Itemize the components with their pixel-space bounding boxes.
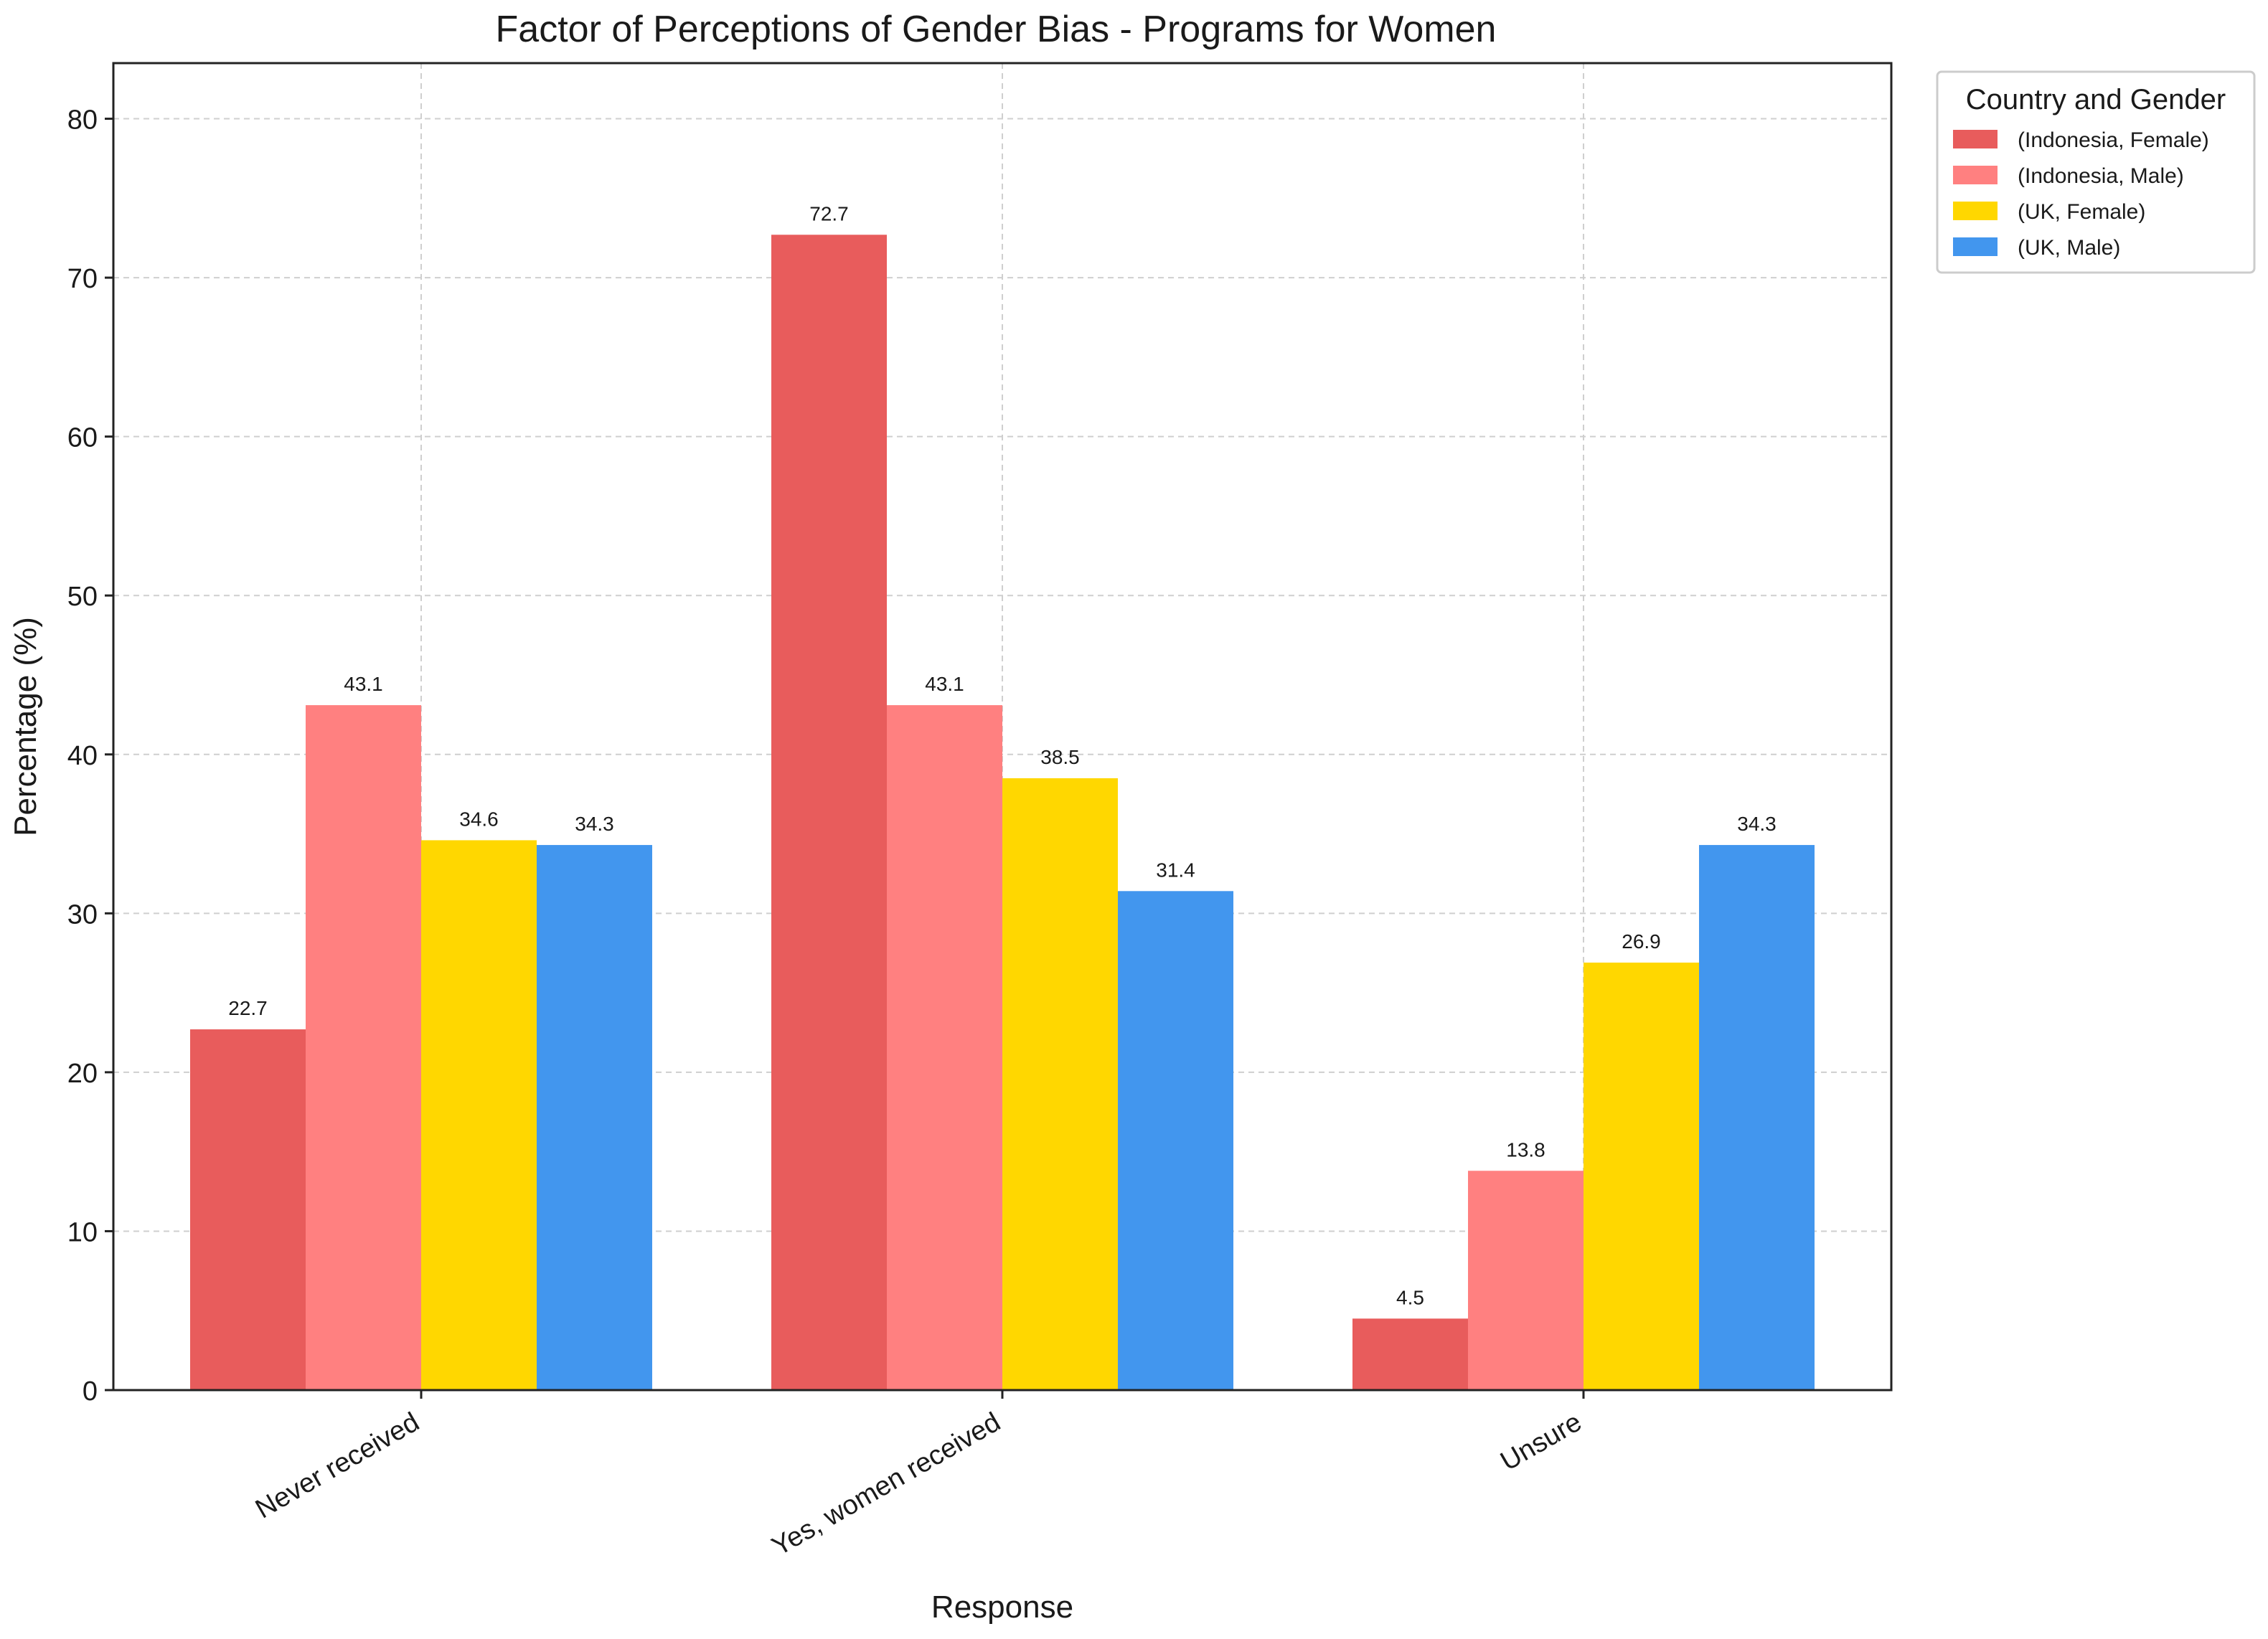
- bar: [1699, 845, 1815, 1390]
- y-tick-label: 60: [67, 423, 98, 453]
- legend-swatch: [1953, 202, 1998, 220]
- bar: [1352, 1318, 1468, 1390]
- legend-swatch: [1953, 130, 1998, 148]
- legend-swatch: [1953, 237, 1998, 256]
- legend-label: (Indonesia, Male): [2018, 164, 2184, 188]
- legend-label: (UK, Male): [2018, 236, 2120, 260]
- y-axis-label: Percentage (%): [8, 617, 43, 836]
- legend: Country and Gender (Indonesia, Female)(I…: [1936, 70, 2256, 274]
- data-label: 22.7: [228, 997, 268, 1019]
- data-label: 4.5: [1396, 1286, 1424, 1308]
- chart-title: Factor of Perceptions of Gender Bias - P…: [496, 9, 1497, 50]
- data-labels: 22.7 72.7 4.5 43.1 43.1 13.8 34.6 38.5 26.9 34.3 3…: [228, 202, 1777, 1308]
- y-tick-label: 20: [67, 1059, 98, 1089]
- legend-label: (UK, Female): [2018, 200, 2145, 224]
- y-tick-label: 40: [67, 741, 98, 771]
- data-label: 38.5: [1040, 746, 1080, 768]
- legend-title: Country and Gender: [1966, 84, 2226, 115]
- bar: [1584, 963, 1699, 1390]
- bar: [1468, 1171, 1584, 1390]
- data-label: 31.4: [1156, 859, 1195, 881]
- bar: [1002, 778, 1118, 1390]
- y-tick-label: 50: [67, 582, 98, 612]
- data-label: 43.1: [344, 673, 383, 695]
- legend-frame: [1936, 70, 2256, 274]
- bars: [190, 235, 1815, 1390]
- data-label: 34.6: [459, 808, 499, 830]
- y-tick-label: 30: [67, 899, 98, 930]
- data-label: 34.3: [1737, 813, 1777, 835]
- data-label: 26.9: [1622, 930, 1661, 953]
- bar: [421, 840, 537, 1390]
- bar: [537, 845, 652, 1390]
- data-label: 72.7: [809, 202, 849, 225]
- x-axis-label: Response: [931, 1590, 1073, 1625]
- bar: [1118, 891, 1233, 1390]
- bar: [306, 705, 421, 1390]
- bar: [887, 705, 1002, 1390]
- data-label: 43.1: [925, 673, 964, 695]
- y-tick-label: 0: [83, 1376, 98, 1407]
- data-label: 13.8: [1506, 1138, 1545, 1161]
- y-tick-label: 10: [67, 1217, 98, 1247]
- legend-swatch: [1953, 166, 1998, 184]
- data-label: 34.3: [575, 813, 614, 835]
- y-tick-label: 80: [67, 105, 98, 136]
- legend-label: (Indonesia, Female): [2018, 128, 2209, 152]
- bar: [771, 235, 887, 1390]
- bar: [190, 1029, 306, 1390]
- y-tick-label: 70: [67, 264, 98, 294]
- legend-items: (Indonesia, Female) (Indonesia, Male) (UK,…: [1953, 128, 2209, 260]
